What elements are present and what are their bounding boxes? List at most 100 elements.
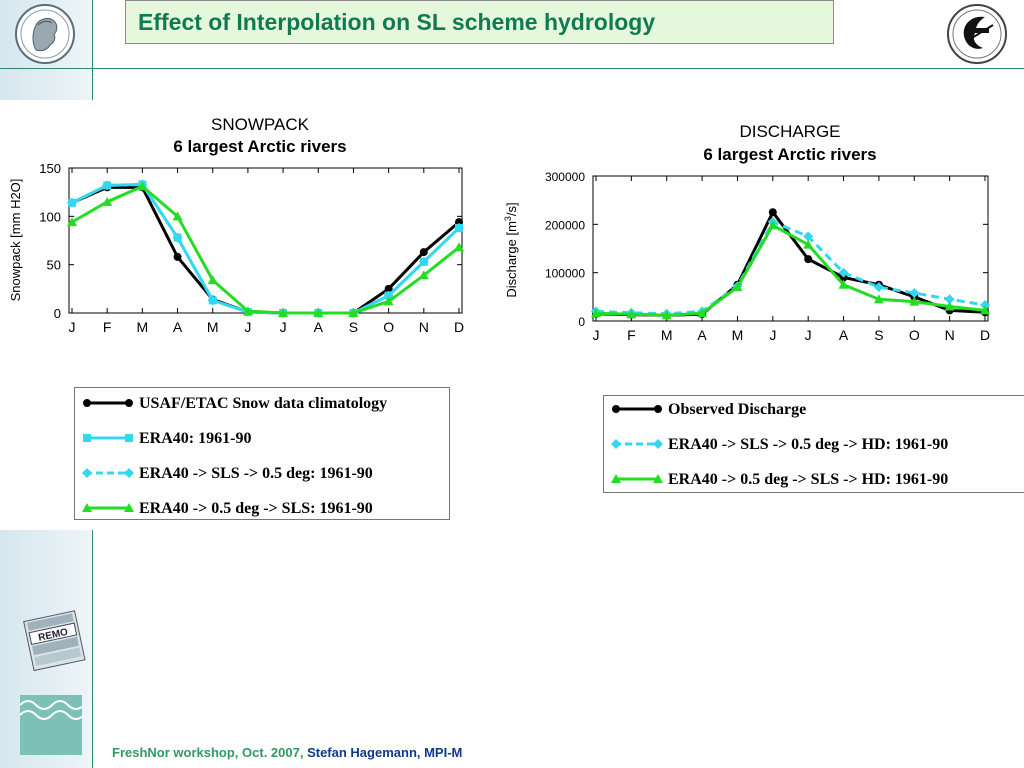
legend-label: USAF/ETAC Snow data climatology bbox=[139, 395, 388, 412]
data-point-2 bbox=[102, 180, 113, 191]
y-tick-label: 200000 bbox=[545, 218, 585, 232]
x-tick-label: S bbox=[349, 319, 358, 335]
data-point-2 bbox=[661, 310, 672, 320]
chart-subtitle: 6 largest Arctic rivers bbox=[703, 145, 876, 164]
footer-event: FreshNor workshop, Oct. 2007, bbox=[112, 745, 304, 760]
data-point-0 bbox=[804, 255, 813, 264]
legend-item: ERA40 -> 0.5 deg -> SLS -> HD: 1961-90 bbox=[604, 466, 1024, 496]
data-point-2 bbox=[909, 296, 920, 306]
x-tick-label: M bbox=[732, 327, 744, 343]
plot-frame bbox=[592, 175, 989, 322]
zmaw-logo bbox=[19, 695, 85, 755]
y-axis-label: Discharge [m3/s] bbox=[503, 202, 519, 297]
institute-emblem-icon bbox=[947, 4, 1007, 64]
legend-swatch bbox=[611, 474, 663, 483]
x-tick-label: J bbox=[593, 327, 600, 343]
data-point-3 bbox=[348, 308, 359, 317]
title-box: Effect of Interpolation on SL scheme hyd… bbox=[125, 0, 834, 44]
legend-label: Observed Discharge bbox=[668, 401, 807, 418]
series-line-1 bbox=[595, 220, 986, 316]
legend-label: ERA40: 1961-90 bbox=[139, 430, 252, 447]
snowpack-legend: USAF/ETAC Snow data climatology ERA40: 19… bbox=[74, 387, 450, 520]
x-tick-label: A bbox=[839, 327, 849, 343]
x-tick-label: M bbox=[137, 319, 149, 335]
x-tick-label: J bbox=[805, 327, 812, 343]
x-tick-label: F bbox=[627, 327, 636, 343]
y-tick-label: 100 bbox=[39, 209, 61, 224]
data-point-3 bbox=[102, 196, 113, 206]
legend-label: ERA40 -> 0.5 deg -> SLS -> HD: 1961-90 bbox=[668, 471, 949, 488]
legend-swatch bbox=[611, 439, 663, 449]
data-point-3 bbox=[137, 181, 148, 191]
chart-title: SNOWPACK bbox=[211, 115, 310, 134]
data-point-2 bbox=[767, 220, 778, 230]
data-point-1 bbox=[909, 287, 920, 298]
legend-item: USAF/ETAC Snow data climatology bbox=[75, 390, 449, 420]
x-tick-label: N bbox=[419, 319, 429, 335]
x-tick-label: O bbox=[909, 327, 920, 343]
legend-marker bbox=[125, 434, 133, 442]
x-tick-label: J bbox=[69, 319, 76, 335]
legend-marker bbox=[125, 399, 133, 407]
data-point-2 bbox=[67, 197, 77, 208]
data-point-2 bbox=[454, 222, 464, 233]
legend-item: Observed Discharge bbox=[604, 396, 1024, 426]
chart-subtitle: 6 largest Arctic rivers bbox=[173, 137, 346, 156]
data-point-3 bbox=[242, 306, 253, 316]
x-tick-label: O bbox=[383, 319, 394, 335]
legend-swatch bbox=[83, 434, 133, 442]
minerva-logo-icon bbox=[15, 4, 75, 64]
data-point-0 bbox=[419, 248, 428, 257]
legend-swatch bbox=[82, 468, 134, 478]
x-tick-label: J bbox=[769, 327, 776, 343]
data-point-1 bbox=[873, 282, 884, 293]
x-tick-label: A bbox=[314, 319, 324, 335]
page-title: Effect of Interpolation on SL scheme hyd… bbox=[138, 9, 656, 35]
data-point-2 bbox=[591, 308, 601, 318]
x-tick-label: A bbox=[697, 327, 707, 343]
data-point-2 bbox=[803, 239, 814, 249]
y-tick-label: 300000 bbox=[545, 170, 585, 184]
data-point-1 bbox=[980, 300, 990, 311]
legend-label: ERA40 -> SLS -> 0.5 deg -> HD: 1961-90 bbox=[668, 436, 949, 453]
y-tick-label: 0 bbox=[578, 315, 585, 329]
divider-vertical-bottom bbox=[92, 530, 93, 768]
data-point-1 bbox=[838, 267, 849, 278]
y-tick-label: 150 bbox=[39, 161, 61, 176]
y-tick-label: 100000 bbox=[545, 267, 585, 281]
data-point-2 bbox=[838, 279, 849, 289]
legend-marker bbox=[653, 439, 663, 449]
legend-marker bbox=[611, 439, 621, 449]
legend-swatch bbox=[612, 405, 662, 413]
footer-author: Stefan Hagemann, MPI-M bbox=[307, 745, 463, 760]
legend-item: ERA40 -> 0.5 deg -> SLS: 1961-90 bbox=[75, 495, 449, 525]
x-tick-label: F bbox=[103, 319, 112, 335]
legend-item: ERA40 -> SLS -> 0.5 deg -> HD: 1961-90 bbox=[604, 431, 1024, 461]
legend-marker bbox=[82, 468, 92, 478]
chart-title: DISCHARGE bbox=[739, 122, 840, 141]
data-point-1 bbox=[944, 294, 955, 305]
legend-marker bbox=[654, 405, 662, 413]
data-point-1 bbox=[803, 231, 814, 242]
legend-marker bbox=[82, 503, 92, 512]
x-tick-label: N bbox=[945, 327, 955, 343]
data-point-2 bbox=[980, 305, 990, 315]
data-point-2 bbox=[697, 308, 708, 318]
legend-label: ERA40 -> 0.5 deg -> SLS: 1961-90 bbox=[139, 500, 373, 517]
y-tick-label: 0 bbox=[54, 306, 61, 321]
data-point-2 bbox=[944, 301, 955, 311]
data-point-3 bbox=[313, 308, 324, 317]
discharge-legend: Observed Discharge ERA40 -> SLS -> 0.5 de… bbox=[603, 395, 1024, 493]
data-point-3 bbox=[67, 217, 77, 227]
series-line-2 bbox=[595, 223, 986, 317]
discharge-chart: DISCHARGE 6 largest Arctic rivers 0 100000 2… bbox=[503, 122, 990, 343]
legend-item: ERA40: 1961-90 bbox=[75, 425, 449, 455]
x-tick-label: D bbox=[454, 319, 464, 335]
data-point-3 bbox=[418, 270, 429, 280]
legend-marker bbox=[83, 434, 91, 442]
x-tick-label: J bbox=[280, 319, 287, 335]
footer: FreshNor workshop, Oct. 2007, Stefan Hag… bbox=[112, 745, 462, 760]
legend-marker bbox=[124, 503, 134, 512]
legend-marker bbox=[611, 474, 621, 483]
